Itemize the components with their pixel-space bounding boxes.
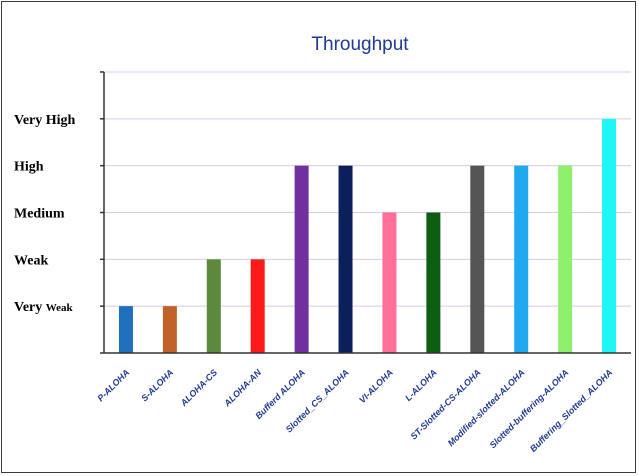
- y-tick-label: High: [14, 160, 44, 175]
- x-tick-label: S-ALOHA: [139, 367, 175, 403]
- x-tick-label: P-ALOHA: [95, 367, 131, 403]
- grid-lines: [104, 71, 631, 307]
- y-tick-label: Weak: [14, 253, 48, 268]
- bar: [558, 165, 573, 353]
- x-tick-label: L-ALOHA: [403, 367, 439, 403]
- bar: [162, 306, 177, 353]
- bar: [426, 212, 441, 353]
- bar: [118, 306, 133, 353]
- bar: [250, 259, 265, 353]
- x-tick-label: VI-ALOHA: [357, 367, 395, 405]
- bar: [294, 165, 309, 353]
- chart-title: Throughput: [311, 34, 409, 55]
- bar: [514, 165, 529, 353]
- bar: [602, 118, 617, 353]
- y-tick-labels: Very Weak Weak Medium High Very High: [14, 113, 76, 315]
- bar: [382, 212, 397, 353]
- y-tick-label: Very High: [14, 113, 76, 128]
- bar: [470, 165, 485, 353]
- bar: [206, 259, 221, 353]
- y-tick-label: Medium: [14, 207, 65, 222]
- y-tick-label: Very Weak: [14, 300, 74, 315]
- x-tick-label: Modified-slotted-ALOHA: [446, 367, 527, 448]
- bar: [338, 165, 353, 353]
- bars: [118, 118, 617, 353]
- x-tick-label: Buffering_Slotted_ALOHA: [528, 367, 615, 454]
- axes: [100, 71, 631, 354]
- x-tick-label: ALOHA-AN: [221, 367, 263, 409]
- x-tick-label: ALOHA-CS: [178, 367, 219, 408]
- x-tick-label: Slotted-buffering-ALOHA: [488, 367, 571, 450]
